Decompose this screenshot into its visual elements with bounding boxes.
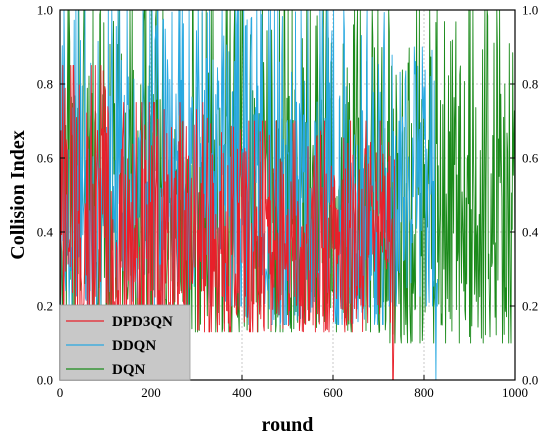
series-line-ddqn: [59, 9, 439, 381]
x-tick-label: 1000: [502, 385, 528, 400]
y-tick-label-right: 0.2: [522, 299, 538, 314]
x-tick-label: 600: [323, 385, 343, 400]
y-tick-label-left: 1.0: [37, 3, 53, 18]
y-tick-label-right: 1.0: [522, 3, 538, 18]
legend-box: [59, 304, 191, 381]
legend: DPD3QN DDQN DQN: [59, 304, 191, 381]
legend-label-dqn: DQN: [112, 362, 146, 378]
y-tick-label-left: 0.2: [37, 299, 53, 314]
y-tick-label-left: 0.4: [37, 225, 54, 240]
y-tick-label-left: 0.6: [37, 151, 54, 166]
series-line-dqn: [59, 9, 516, 344]
x-tick-label: 800: [414, 385, 434, 400]
x-tick-label: 200: [141, 385, 161, 400]
plot-frame: [59, 9, 516, 381]
y-tick-label-left: 0.8: [37, 77, 53, 92]
x-axis-title: round: [262, 414, 314, 436]
y-tick-label-right: 0.6: [522, 151, 539, 166]
y-axis-title: Collision Index: [7, 130, 29, 259]
y-tick-label-right: 0.0: [522, 373, 538, 388]
y-tick-label-left: 0.0: [37, 373, 53, 388]
y-tick-label-right: 0.8: [522, 77, 538, 92]
legend-label-dpd3qn: DPD3QN: [112, 314, 173, 330]
x-tick-label: 400: [232, 385, 252, 400]
x-tick-label: 0: [57, 385, 64, 400]
y-tick-label-right: 0.4: [522, 225, 539, 240]
legend-label-ddqn: DDQN: [112, 338, 156, 354]
